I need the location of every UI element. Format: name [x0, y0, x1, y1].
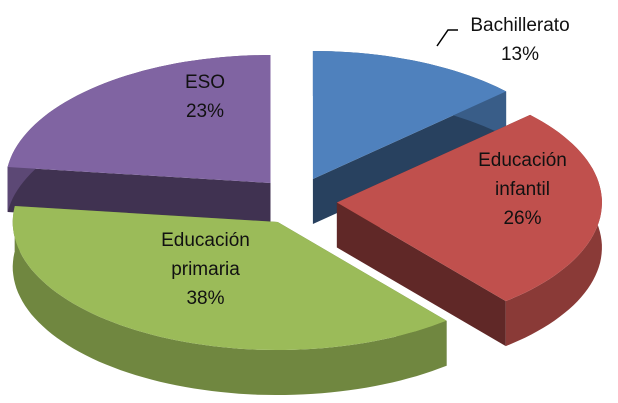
category-label: Educación infantil: [478, 150, 567, 200]
slice-wall: [12, 206, 447, 395]
category-label: Educación primaria: [161, 230, 250, 280]
leader-line: [436, 29, 458, 47]
category-label: ESO: [184, 72, 226, 93]
label-group: Educación infantil 26%: [455, 146, 590, 233]
category-label: Bachillerato: [470, 15, 570, 36]
label-group: Bachillerato 13%: [455, 11, 585, 69]
slice: [336, 114, 602, 302]
value-label: 13%: [500, 44, 540, 65]
slice-side: [336, 202, 506, 347]
slice-side: [312, 91, 507, 225]
value-label: 23%: [185, 101, 225, 122]
label-group: ESO 23%: [140, 68, 270, 126]
slice: [312, 51, 507, 179]
slice: [7, 55, 271, 183]
slice: [12, 206, 447, 350]
label-group: Educación primaria 38%: [128, 226, 283, 313]
value-label: 38%: [186, 288, 225, 309]
value-label: 26%: [503, 208, 542, 229]
